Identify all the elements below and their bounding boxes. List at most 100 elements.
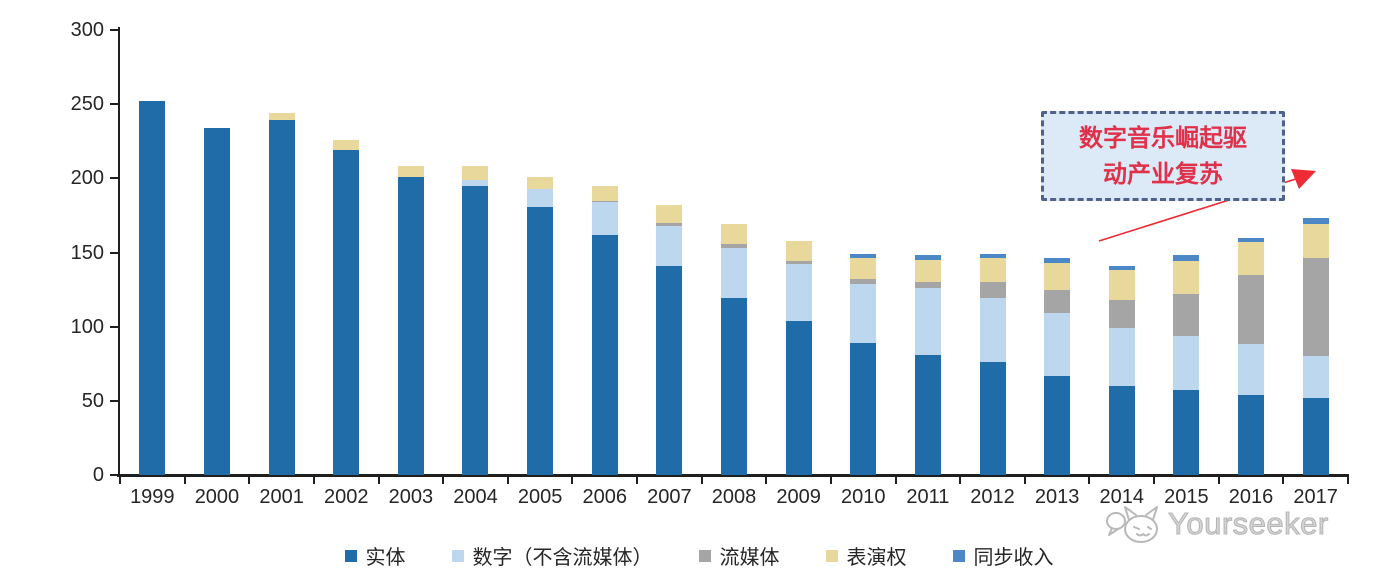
x-axis-tick-label: 2010 — [841, 486, 886, 508]
bar-segment-表演权 — [1173, 261, 1200, 295]
chart-legend: 实体 数字（不含流媒体） 流媒体 表演权 同步收入 — [0, 541, 1398, 570]
bar-segment-数字（不含流媒体） — [1173, 335, 1200, 391]
x-axis-tick — [377, 476, 380, 484]
x-axis-tick-label: 2005 — [517, 486, 563, 508]
x-axis-tick — [1088, 476, 1091, 484]
y-axis-tick-label: 50 — [81, 389, 104, 412]
x-axis-tick — [1217, 476, 1220, 484]
bar-segment-实体 — [527, 206, 554, 475]
bar-segment-表演权 — [1044, 262, 1071, 290]
x-axis-tick-label: 2014 — [1099, 486, 1145, 508]
legend-swatch-icon — [344, 549, 357, 562]
bar-segment-表演权 — [914, 259, 941, 283]
bar-segment-数字（不含流媒体） — [850, 283, 877, 343]
bar-segment-实体 — [785, 320, 812, 475]
bar-segment-数字（不含流媒体） — [979, 298, 1006, 363]
bar-segment-实体 — [1173, 390, 1200, 475]
bar-segment-实体 — [462, 185, 489, 475]
y-axis-tick — [110, 251, 118, 254]
bar-segment-同步收入 — [1238, 237, 1265, 243]
x-axis — [117, 474, 1349, 477]
bar-segment-实体 — [203, 127, 230, 475]
bar-segment-表演权 — [397, 166, 424, 177]
bar-segment-同步收入 — [914, 255, 941, 260]
y-axis-tick-label: 250 — [70, 93, 104, 116]
bar-segment-数字（不含流媒体） — [1238, 344, 1265, 395]
bar-segment-数字（不含流媒体） — [462, 179, 489, 186]
bar-segment-流媒体 — [1044, 289, 1071, 314]
x-axis-tick — [894, 476, 897, 484]
bar-segment-同步收入 — [1044, 258, 1071, 263]
x-axis-tick — [959, 476, 962, 484]
bar-segment-表演权 — [1302, 224, 1329, 259]
bar-segment-实体 — [656, 265, 683, 475]
x-axis-tick-label: 2016 — [1228, 486, 1274, 508]
bar-segment-实体 — [1238, 394, 1265, 475]
bar-segment-流媒体 — [979, 282, 1006, 299]
bar-segment-实体 — [591, 234, 618, 475]
bar-segment-表演权 — [333, 139, 360, 151]
bar-segment-实体 — [979, 362, 1006, 475]
legend-label: 实体 — [365, 545, 406, 569]
bar-segment-流媒体 — [721, 243, 747, 249]
x-axis-tick-label: 2003 — [388, 486, 434, 508]
bar-segment-表演权 — [462, 166, 489, 180]
watermark: Yourseeker — [1104, 500, 1329, 548]
bar-segment-实体 — [1044, 375, 1071, 475]
bar-segment-数字（不含流媒体） — [1044, 313, 1071, 376]
x-axis-tick-label: 2017 — [1293, 486, 1338, 508]
x-axis-tick — [1023, 476, 1026, 484]
bar-segment-表演权 — [850, 258, 877, 280]
x-axis-tick — [506, 476, 509, 484]
x-axis-tick — [183, 476, 186, 484]
bar-segment-流媒体 — [850, 279, 877, 284]
bar-segment-表演权 — [979, 258, 1006, 283]
x-axis-tick — [571, 476, 574, 484]
x-axis-tick-label: 2012 — [970, 486, 1015, 508]
x-axis-tick-label: 1999 — [130, 486, 175, 508]
bar-segment-表演权 — [785, 240, 812, 262]
y-axis — [117, 27, 120, 476]
bar-segment-同步收入 — [979, 253, 1006, 259]
bar-segment-数字（不含流媒体） — [656, 225, 683, 266]
x-axis-tick-label: 2013 — [1034, 486, 1080, 508]
bar-segment-表演权 — [721, 224, 747, 244]
bar-segment-数字（不含流媒体） — [785, 264, 812, 321]
bar-segment-流媒体 — [1302, 258, 1329, 357]
legend-item: 同步收入 — [952, 541, 1054, 570]
bar-segment-流媒体 — [1173, 294, 1200, 336]
x-axis-tick — [248, 476, 251, 484]
bar-segment-表演权 — [527, 176, 554, 189]
legend-swatch-icon — [698, 549, 711, 562]
bar-segment-实体 — [333, 150, 360, 475]
bar-segment-实体 — [1108, 386, 1135, 475]
y-axis-tick-label: 200 — [70, 167, 104, 190]
y-axis-tick — [110, 474, 118, 476]
legend-swatch-icon — [451, 549, 464, 562]
annotation-line-1: 数字音乐崛起驱 — [1079, 123, 1247, 152]
y-axis-tick — [110, 399, 118, 402]
bar-segment-表演权 — [1238, 242, 1265, 275]
x-axis-tick-label: 2015 — [1164, 486, 1209, 508]
legend-item: 数字（不含流媒体） — [451, 541, 653, 570]
y-axis-tick-label: 300 — [70, 19, 104, 41]
x-axis-tick — [442, 476, 445, 484]
x-axis-tick-label: 2009 — [776, 486, 821, 508]
annotation-callout: 数字音乐崛起驱 动产业复苏 — [1041, 111, 1285, 201]
x-axis-tick — [312, 476, 315, 484]
bar-segment-同步收入 — [1108, 265, 1135, 271]
x-axis-tick-label: 2008 — [711, 486, 757, 508]
bar-segment-表演权 — [591, 185, 618, 201]
x-axis-tick-label: 2011 — [906, 486, 950, 508]
bar-segment-数字（不含流媒体） — [591, 202, 618, 235]
y-axis-tick — [110, 325, 118, 328]
x-axis-tick — [700, 476, 703, 484]
legend-swatch-icon — [825, 549, 838, 562]
x-axis-tick-label: 2001 — [259, 486, 304, 508]
bar-segment-表演权 — [656, 205, 683, 223]
x-axis-tick — [829, 476, 832, 484]
bar-segment-同步收入 — [1302, 218, 1329, 225]
watermark-text: Yourseeker — [1168, 506, 1329, 542]
x-axis-tick-label: 2004 — [453, 486, 498, 508]
